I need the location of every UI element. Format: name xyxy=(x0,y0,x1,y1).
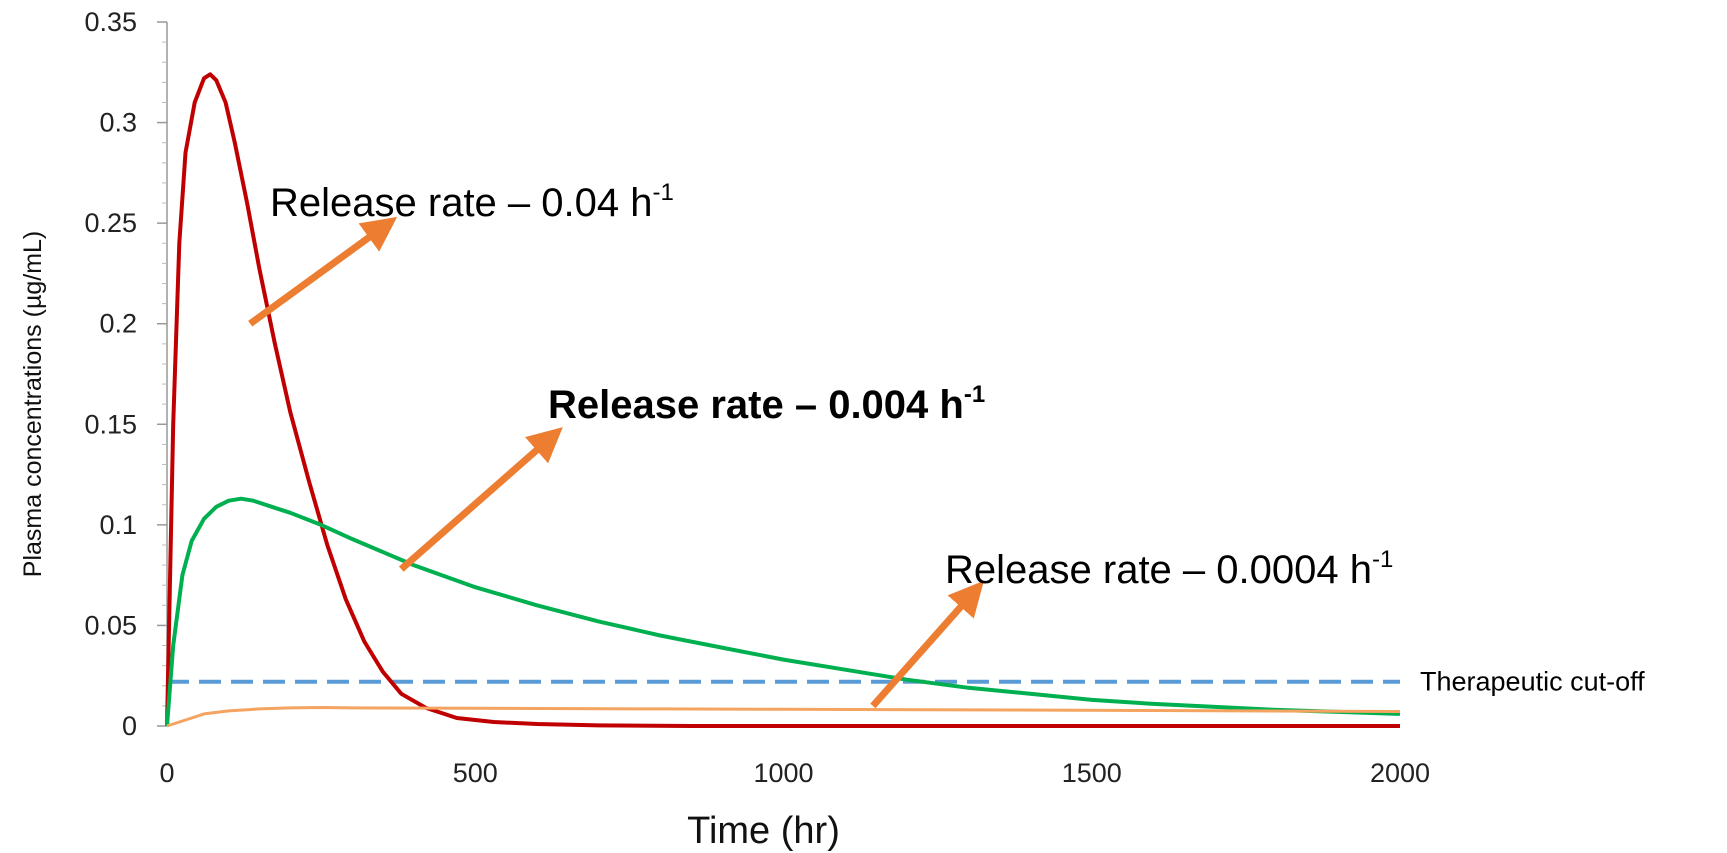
y-axis-title: Plasma concentrations (µg/mL) xyxy=(19,231,47,577)
x-tick-label: 1500 xyxy=(1062,758,1122,788)
x-tick-label: 500 xyxy=(453,758,498,788)
y-tick-label: 0.25 xyxy=(84,208,137,238)
series-line-orange xyxy=(166,706,1401,728)
annotation-text: Release rate – 0.0004 h xyxy=(945,548,1372,592)
axes: 0 0.05 0.1 0.15 0.2 0.25 0.3 0.35 0 500 1000 1500 20… xyxy=(19,7,1430,852)
annotation-superscript: -1 xyxy=(652,179,673,206)
reference-lines: Therapeutic cut-off xyxy=(167,667,1645,697)
annotation-arrow xyxy=(870,580,984,709)
annotation-text: Release rate – 0.004 h xyxy=(548,383,964,427)
x-axis-title: Time (hr) xyxy=(687,810,840,852)
annotation-superscript: -1 xyxy=(1372,546,1393,573)
y-tick-label: 0.2 xyxy=(99,309,137,339)
annotation-label: Release rate – 0.004 h-1 xyxy=(548,381,985,427)
y-tick-label: 0.3 xyxy=(99,108,137,138)
series-line-green xyxy=(165,496,1401,727)
series-group xyxy=(165,72,1401,728)
y-tick-label: 0.35 xyxy=(84,7,137,37)
annotation-text: Release rate – 0.04 h xyxy=(270,181,652,225)
therapeutic-cutoff-label: Therapeutic cut-off xyxy=(1420,667,1645,697)
annotation-label: Release rate – 0.04 h-1 xyxy=(270,179,674,225)
series-line-red xyxy=(165,72,1400,728)
y-tick-label: 0.15 xyxy=(84,409,137,439)
x-tick-label: 2000 xyxy=(1370,758,1430,788)
y-tick-label: 0.05 xyxy=(84,610,137,640)
y-tick-label: 0 xyxy=(122,711,137,741)
annotation-arrow xyxy=(398,427,563,572)
annotation-superscript: -1 xyxy=(964,381,985,408)
y-tick-label: 0.1 xyxy=(99,510,137,540)
x-tick-label: 1000 xyxy=(753,758,813,788)
annotation-label: Release rate – 0.0004 h-1 xyxy=(945,546,1393,592)
annotation-arrow xyxy=(248,216,398,327)
x-tick-label: 0 xyxy=(159,758,174,788)
